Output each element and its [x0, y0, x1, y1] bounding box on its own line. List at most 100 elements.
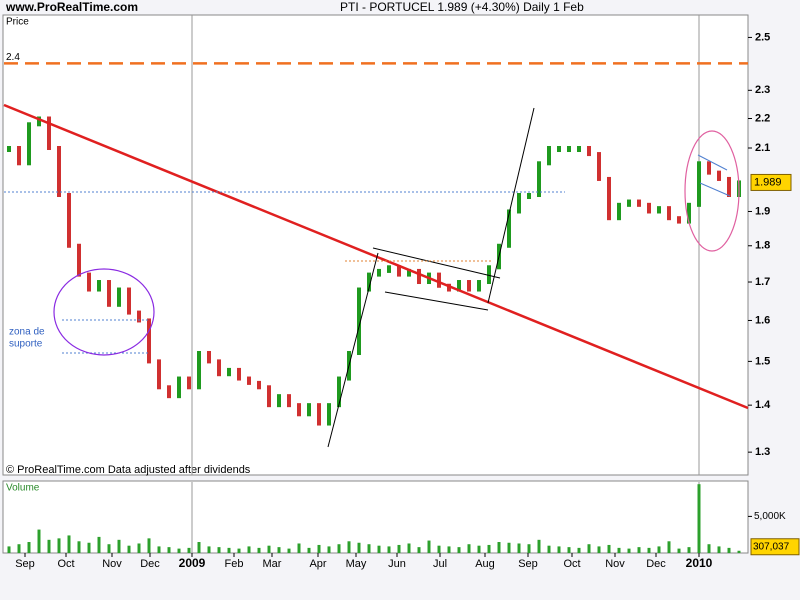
volume-bar — [697, 484, 701, 553]
price-bar — [7, 146, 11, 153]
volume-bar — [217, 547, 221, 553]
price-bar — [357, 287, 361, 355]
price-bar — [167, 385, 171, 399]
volume-bar — [187, 547, 191, 553]
price-bar — [537, 161, 541, 198]
y-tick-label: 1.4 — [755, 399, 771, 411]
price-bar — [317, 403, 321, 426]
level-label: 2.4 — [6, 52, 20, 63]
volume-bar — [447, 546, 451, 553]
volume-bar — [657, 546, 661, 553]
price-bar — [107, 280, 111, 307]
x-tick-label: Jun — [388, 558, 406, 570]
x-tick-label: Jul — [433, 558, 447, 570]
volume-bar — [37, 529, 41, 553]
volume-bar — [137, 543, 141, 553]
last-volume-box — [750, 538, 800, 556]
source: www.ProRealTime.com — [5, 0, 138, 14]
price-bar — [577, 146, 581, 153]
y-tick-label: 1.5 — [755, 355, 770, 367]
volume-bar — [207, 546, 211, 553]
y-tick-label: 2.1 — [755, 142, 770, 154]
volume-bar — [147, 538, 151, 553]
volume-bar — [47, 539, 51, 553]
price-bar — [47, 116, 51, 151]
chart-title: PTI - PORTUCEL 1.989 (+4.30%) Daily 1 Fe… — [340, 0, 584, 14]
price-bar — [517, 193, 521, 214]
price-label: Price — [6, 17, 29, 28]
volume-bar — [17, 544, 21, 553]
price-bar — [617, 202, 621, 221]
circle — [53, 268, 155, 356]
drawn-line — [697, 154, 728, 171]
price-bar — [677, 216, 681, 224]
price-bar — [207, 350, 211, 364]
volume-bar — [427, 540, 431, 553]
price-bar — [607, 176, 611, 221]
price-bar — [197, 350, 201, 390]
volume-bar — [367, 544, 371, 553]
x-tick-label: Aug — [475, 558, 495, 570]
x-tick-label: Apr — [309, 558, 326, 570]
volume-bar — [77, 541, 81, 553]
price-bar — [37, 116, 41, 127]
y2-tick-label: 5,000K — [754, 511, 786, 522]
annotation: zona de — [9, 327, 45, 338]
price-bar — [257, 380, 261, 390]
trend-line — [3, 103, 749, 410]
price-bar — [567, 146, 571, 153]
price-bar — [157, 359, 161, 390]
y-tick-label: 1.6 — [755, 314, 770, 326]
price-bar — [267, 385, 271, 408]
price-bar — [137, 310, 141, 323]
volume-bar — [27, 542, 31, 553]
price-bar — [337, 376, 341, 408]
price-bar — [447, 283, 451, 292]
volume-bar — [377, 545, 381, 553]
volume-bar — [357, 542, 361, 553]
price-bar — [377, 268, 381, 277]
price-bar — [17, 146, 21, 166]
volume-bar — [547, 545, 551, 553]
volume-bar — [57, 538, 61, 553]
volume-bar — [87, 542, 91, 553]
drawn-line — [372, 247, 501, 279]
drawn-line — [384, 291, 489, 311]
volume-bar — [127, 545, 131, 553]
volume-bar — [597, 546, 601, 553]
x-tick-label: Dec — [140, 558, 160, 570]
volume-bar — [307, 547, 311, 553]
volume-bar — [317, 544, 321, 553]
price-bar — [297, 403, 301, 417]
price-bar — [117, 287, 121, 307]
last-price-label: 1.989 — [754, 176, 782, 188]
volume-bar — [627, 548, 631, 553]
x-tick-label: Nov — [605, 558, 625, 570]
x-tick-label: 2010 — [686, 556, 713, 570]
x-tick-label: Nov — [102, 558, 122, 570]
price-bar — [477, 280, 481, 292]
price-bar — [717, 170, 721, 181]
price-bar — [217, 359, 221, 377]
volume-bar — [667, 541, 671, 553]
volume-bar — [277, 547, 281, 553]
price-bar — [87, 272, 91, 292]
volume-bar — [487, 544, 491, 553]
price-bar — [587, 146, 591, 157]
volume-bar — [637, 547, 641, 553]
price-bar — [557, 146, 561, 153]
price-bar — [457, 280, 461, 292]
volume-bar — [477, 545, 481, 553]
price-bar — [177, 376, 181, 399]
price-bar — [637, 199, 641, 207]
price-bar — [307, 403, 311, 417]
price-bar — [367, 272, 371, 292]
price-bar — [277, 394, 281, 408]
price-bar — [247, 376, 251, 385]
volume-bar — [177, 548, 181, 553]
volume-bar — [297, 543, 301, 553]
volume-bar — [517, 543, 521, 553]
x-tick-label: Sep — [15, 558, 35, 570]
price-bar — [187, 376, 191, 390]
volume-bar — [577, 547, 581, 553]
